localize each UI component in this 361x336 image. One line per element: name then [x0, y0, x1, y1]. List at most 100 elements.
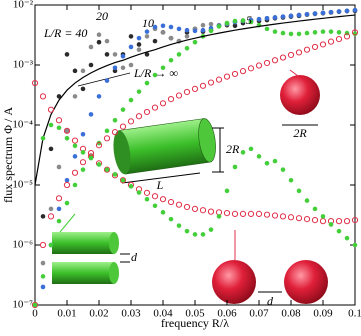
annotation: d [267, 294, 274, 308]
data-point [295, 49, 303, 56]
data-point [136, 89, 142, 94]
data-point [279, 213, 287, 220]
data-point [143, 108, 151, 116]
data-point [55, 117, 63, 124]
data-point [328, 29, 334, 34]
data-point [336, 9, 342, 14]
data-point [47, 213, 55, 220]
data-point [232, 164, 238, 170]
data-point [88, 44, 94, 50]
data-point [136, 42, 142, 47]
y-tick-label: 10⁻⁵ [12, 179, 33, 191]
data-point [199, 207, 207, 214]
data-point [184, 45, 190, 51]
data-point [183, 88, 191, 96]
data-point [263, 211, 271, 218]
data-point [128, 62, 134, 68]
data-point [184, 34, 190, 39]
data-point [56, 218, 62, 224]
data-point [119, 123, 127, 130]
data-point [224, 188, 230, 194]
data-point [200, 232, 206, 237]
data-point [87, 150, 95, 157]
data-point [303, 216, 311, 223]
data-point [256, 154, 262, 159]
data-point [320, 214, 326, 219]
data-point [72, 143, 78, 149]
data-point [287, 51, 295, 59]
data-point [40, 274, 46, 279]
data-point [231, 70, 239, 78]
data-point [160, 23, 166, 29]
data-point [344, 235, 350, 241]
data-point [31, 79, 39, 87]
data-point [151, 104, 159, 111]
data-point [352, 242, 358, 248]
data-point [176, 26, 182, 32]
data-point [336, 228, 342, 234]
data-point [200, 27, 206, 33]
data-point [176, 52, 182, 57]
data-point [56, 94, 62, 99]
annotation: L [156, 178, 164, 192]
data-point [351, 217, 359, 224]
data-point [167, 198, 175, 206]
data-point [128, 97, 134, 103]
data-point [56, 206, 62, 212]
data-point [80, 68, 86, 74]
data-point [152, 24, 158, 30]
x-axis-label: frequency R/λ [161, 316, 229, 330]
data-point [104, 128, 110, 134]
data-point [215, 76, 223, 83]
data-point [304, 11, 310, 17]
data-point [159, 100, 167, 107]
data-point [247, 65, 255, 72]
data-point [152, 38, 158, 44]
data-point [192, 39, 198, 45]
x-tick-label: 0.04 [153, 308, 173, 320]
data-point [104, 167, 110, 172]
x-tick-label: 0.06 [217, 308, 237, 320]
series-label: 20 [96, 9, 108, 23]
data-point [351, 29, 359, 36]
illustrations [52, 69, 328, 304]
data-point [120, 53, 126, 59]
data-point [255, 62, 263, 69]
data-point [72, 68, 78, 74]
data-point [151, 193, 159, 200]
data-point [296, 188, 302, 194]
data-point [112, 172, 118, 177]
data-point [47, 106, 55, 113]
data-point [120, 107, 126, 112]
x-tick-label: 0.03 [121, 308, 141, 320]
data-point [191, 85, 199, 92]
data-point [103, 135, 111, 142]
data-point [352, 7, 358, 13]
data-point [288, 13, 294, 19]
data-point [199, 82, 207, 89]
x-tick-label: 0.05 [185, 308, 205, 320]
data-point [64, 52, 70, 57]
data-point [192, 28, 198, 34]
data-point [287, 214, 295, 221]
data-point [159, 196, 167, 203]
data-point [296, 31, 302, 37]
data-point [48, 146, 54, 152]
data-point [168, 35, 174, 41]
data-point [207, 208, 215, 215]
data-point [248, 146, 254, 152]
data-point [327, 38, 335, 45]
data-point [71, 169, 79, 176]
data-point [264, 16, 270, 21]
data-point [232, 18, 238, 24]
data-point [304, 198, 310, 203]
data-point [71, 137, 79, 144]
data-point [64, 136, 70, 141]
data-point [208, 21, 214, 27]
data-point [104, 38, 110, 44]
data-point [231, 210, 239, 217]
data-point [96, 162, 102, 167]
data-point [216, 214, 222, 219]
data-point [328, 9, 334, 15]
